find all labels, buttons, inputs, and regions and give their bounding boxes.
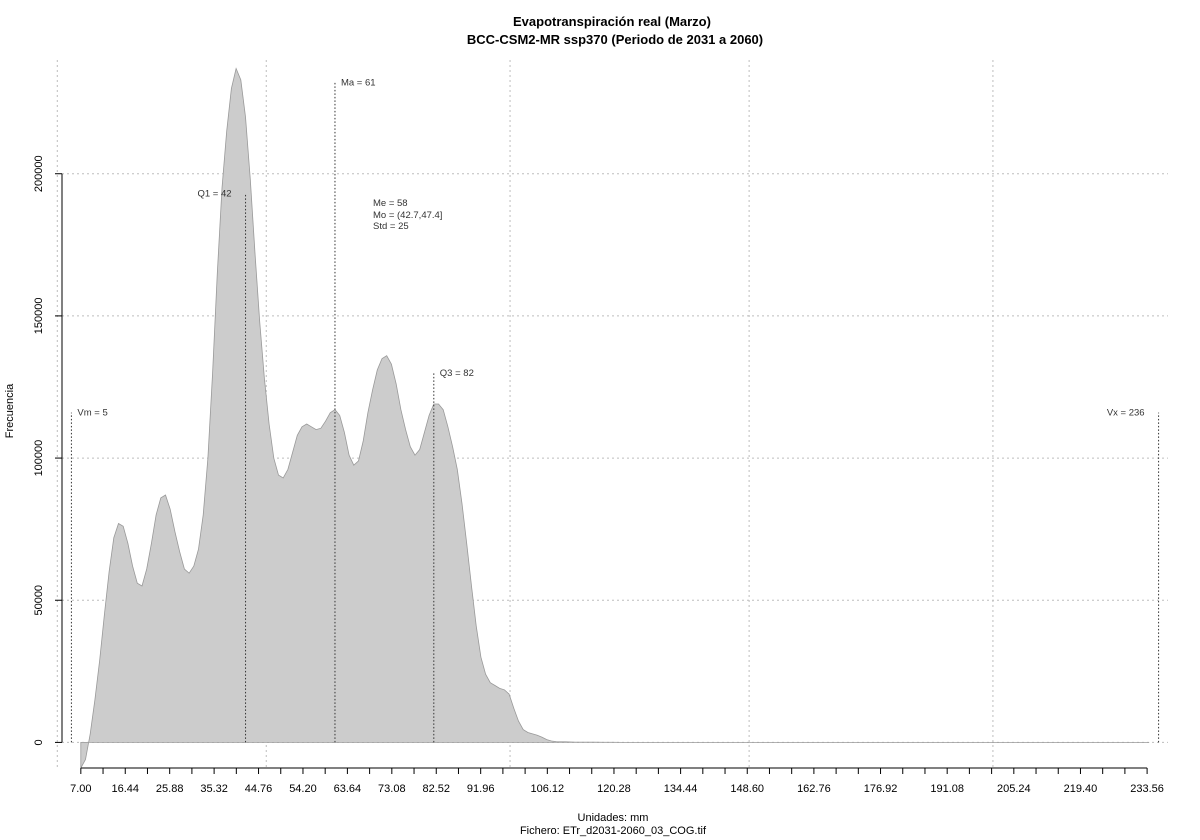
x-tick-label: 176.92	[864, 783, 898, 795]
x-tick-label: 120.28	[597, 783, 631, 795]
chart-title: Evapotranspiración real (Marzo)	[513, 14, 711, 29]
x-axis-label: Unidades: mm	[578, 812, 649, 824]
x-tick-label: 25.88	[156, 783, 184, 795]
x-tick-label: 148.60	[730, 783, 764, 795]
marker-label-q1: Q1 = 42	[197, 189, 231, 200]
x-tick-label: 219.40	[1064, 783, 1098, 795]
x-tick-label: 134.44	[664, 783, 698, 795]
marker-label-ma: Ma = 61	[341, 78, 376, 89]
y-axis-label: Frecuencia	[4, 383, 16, 438]
x-tick-label: 54.20	[289, 783, 317, 795]
x-tick-label: 73.08	[378, 783, 406, 795]
x-tick-label: 233.56	[1130, 783, 1164, 795]
x-tick-label: 35.32	[200, 783, 228, 795]
stat-mode: Mo = (42.7,47.4]	[373, 210, 442, 221]
y-tick-label: 0	[33, 739, 45, 745]
x-tick-label: 106.12	[530, 783, 564, 795]
y-tick-label: 100000	[33, 440, 45, 477]
axis-layer: 7.00 16.44 25.88 35.32 44.76 54.20 63.64 73.08 8…	[33, 155, 1164, 795]
y-tick-label: 50000	[33, 585, 45, 616]
marker-layer: Vm = 5 Q1 = 42 Ma = 61 Q3 = 82 Vx = 236	[70, 78, 1160, 743]
y-tick-label: 200000	[33, 155, 45, 192]
x-tick-label: 191.08	[930, 783, 964, 795]
density-area	[80, 67, 1150, 769]
x-tick-label: 16.44	[111, 783, 139, 795]
marker-label-q3: Q3 = 82	[440, 368, 474, 379]
density-area-layer	[80, 67, 1150, 769]
marker-label-vx: Vx = 236	[1107, 408, 1145, 419]
x-tick-label: 91.96	[467, 783, 495, 795]
x-tick-label: 44.76	[245, 783, 273, 795]
stat-std: Std = 25	[373, 221, 409, 232]
x-tick-label: 162.76	[797, 783, 831, 795]
file-footer: Fichero: ETr_d2031-2060_03_COG.tif	[520, 825, 707, 837]
marker-label-vm: Vm = 5	[77, 408, 107, 419]
x-tick-label: 7.00	[70, 783, 91, 795]
x-tick-label: 63.64	[334, 783, 362, 795]
x-tick-label: 205.24	[997, 783, 1031, 795]
stat-median: Me = 58	[373, 198, 408, 209]
x-tick-label: 82.52	[422, 783, 450, 795]
chart-subtitle: BCC-CSM2-MR ssp370 (Periodo de 2031 a 20…	[467, 32, 763, 47]
y-tick-label: 150000	[33, 298, 45, 335]
